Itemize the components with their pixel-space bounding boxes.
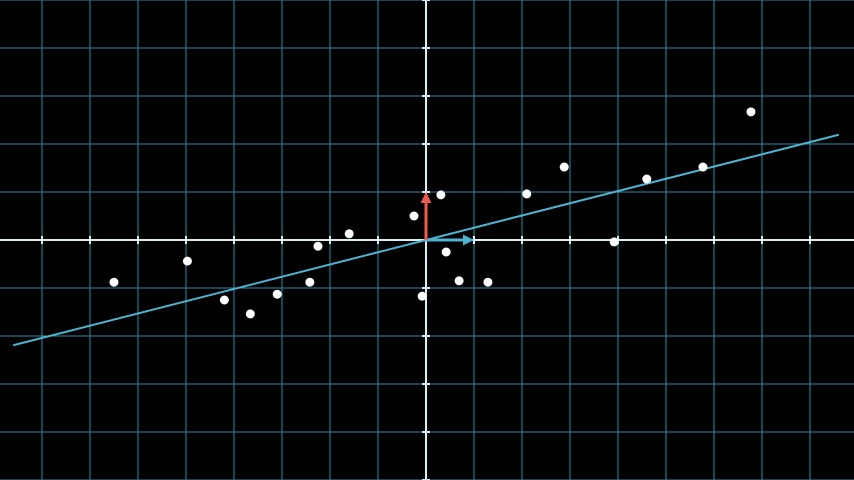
data-point — [441, 247, 451, 257]
data-points — [109, 107, 756, 319]
basis-vectors — [420, 192, 474, 246]
data-point — [109, 277, 119, 287]
basis-vector-i-hat — [425, 234, 474, 246]
data-point — [245, 309, 255, 319]
data-point — [219, 295, 229, 305]
data-point — [436, 190, 446, 200]
data-point — [344, 229, 354, 239]
data-point — [698, 162, 708, 172]
data-point — [313, 241, 323, 251]
vector-arrowhead — [462, 234, 474, 246]
data-point — [454, 276, 464, 286]
vector-arrowhead — [420, 192, 432, 203]
data-point — [746, 107, 756, 117]
data-point — [417, 291, 427, 301]
data-point — [642, 174, 652, 184]
data-point — [522, 189, 532, 199]
data-point — [182, 256, 192, 266]
data-point — [409, 211, 419, 221]
data-point — [305, 277, 315, 287]
data-point — [609, 237, 619, 247]
basis-vector-j-hat — [420, 192, 432, 240]
data-point — [272, 289, 282, 299]
data-point — [559, 162, 569, 172]
data-point — [483, 277, 493, 287]
